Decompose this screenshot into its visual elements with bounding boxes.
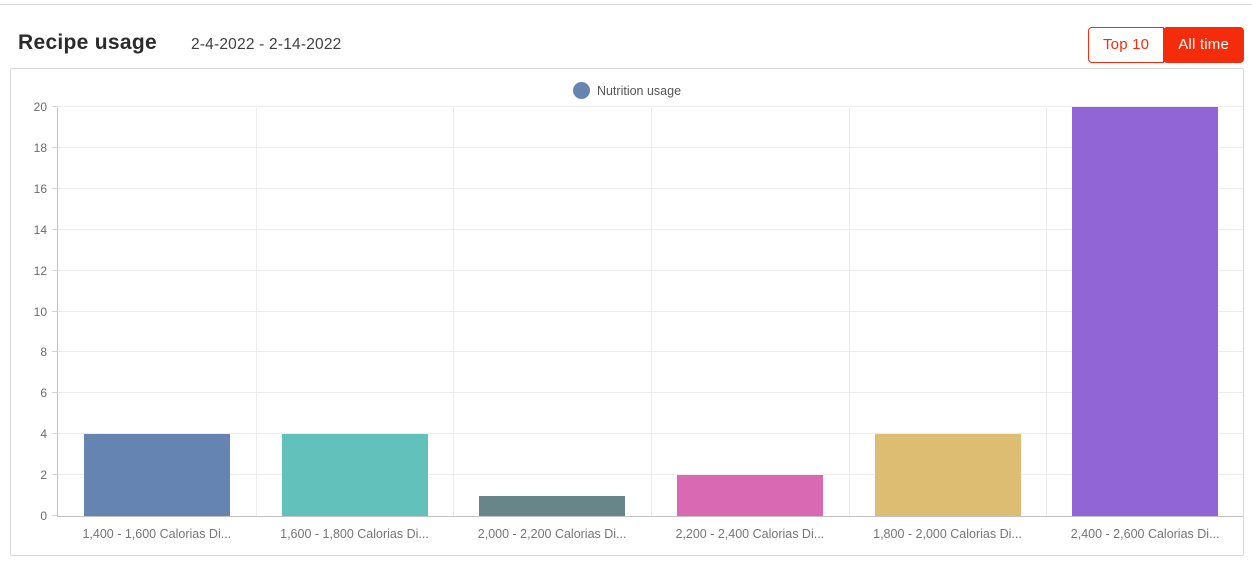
- y-tick-label: 2: [40, 468, 47, 483]
- y-tick-mark: [52, 310, 58, 312]
- gridline-v: [453, 108, 455, 516]
- gridline-v: [1046, 108, 1048, 516]
- y-tick-mark: [52, 474, 58, 476]
- gridline-h: [58, 310, 1243, 312]
- gridline-v: [651, 108, 652, 516]
- gridline-h: [58, 474, 1243, 476]
- bar[interactable]: [874, 434, 1021, 516]
- y-tick-label: 14: [33, 222, 47, 237]
- y-tick-mark: [52, 515, 58, 516]
- x-axis-label: 2,000 - 2,200 Calorias Di...: [477, 527, 627, 541]
- gridline-h: [58, 187, 1243, 189]
- gridline-h: [58, 146, 1243, 148]
- gridline-h: [58, 392, 1243, 394]
- top10-button[interactable]: Top 10: [1087, 27, 1165, 63]
- header: Recipe usage 2-4-2022 - 2-14-2022 Top 10…: [0, 0, 1252, 68]
- y-tick-mark: [52, 187, 58, 189]
- y-tick-mark: [52, 106, 58, 107]
- x-axis-label: 1,400 - 1,600 Calorias Di...: [82, 527, 232, 541]
- legend-marker-icon: [572, 82, 590, 99]
- bar[interactable]: [479, 495, 626, 516]
- y-tick-label: 10: [33, 304, 47, 319]
- y-tick-mark: [52, 392, 58, 394]
- bar[interactable]: [83, 434, 230, 516]
- y-tick-label: 12: [33, 263, 47, 278]
- gridline-h: [58, 106, 1243, 107]
- gridline-h: [58, 433, 1243, 435]
- y-tick-label: 6: [40, 386, 47, 401]
- page-title: Recipe usage: [18, 31, 157, 54]
- y-tick-label: 0: [40, 509, 47, 523]
- x-axis-label: 2,200 - 2,400 Calorias Di...: [675, 527, 825, 541]
- x-axis-label: 1,600 - 1,800 Calorias Di...: [280, 527, 429, 541]
- y-tick-label: 18: [33, 140, 47, 155]
- y-tick-mark: [52, 351, 58, 353]
- gridline-h: [58, 269, 1243, 271]
- x-axis-label: 1,800 - 2,000 Calorias Di...: [873, 527, 1022, 541]
- y-tick-mark: [52, 433, 58, 435]
- y-tick-label: 4: [40, 427, 47, 442]
- all-time-button[interactable]: All time: [1163, 27, 1244, 63]
- chart-panel: Nutrition usage 0 2 4 6 8 10 12 14 16 18 20 1,400 -…: [10, 68, 1244, 556]
- top-divider: [0, 4, 1252, 5]
- y-tick-mark: [52, 269, 58, 271]
- bar[interactable]: [676, 475, 823, 516]
- time-filter-group: Top 10 All time: [1087, 27, 1244, 63]
- bar[interactable]: [281, 434, 428, 516]
- y-tick-label: 16: [33, 181, 47, 196]
- gridline-h: [58, 228, 1243, 230]
- gridline-v: [848, 108, 850, 516]
- gridline-h: [58, 351, 1243, 353]
- legend-label: Nutrition usage: [596, 83, 682, 98]
- y-tick-label: 8: [40, 345, 47, 360]
- bar[interactable]: [1072, 107, 1219, 516]
- y-tick-mark: [52, 228, 58, 230]
- y-tick-label: 20: [33, 100, 47, 114]
- plot-area: 0 2 4 6 8 10 12 14 16 18 20 1,400 - 1,600 Calorias …: [34, 100, 1243, 541]
- x-axis-label: 2,400 - 2,600 Calorias Di...: [1070, 527, 1220, 541]
- y-tick-mark: [52, 146, 58, 148]
- date-range: 2-4-2022 - 2-14-2022: [191, 36, 342, 53]
- legend[interactable]: Nutrition usage: [11, 82, 1243, 99]
- gridline-v: [255, 108, 257, 516]
